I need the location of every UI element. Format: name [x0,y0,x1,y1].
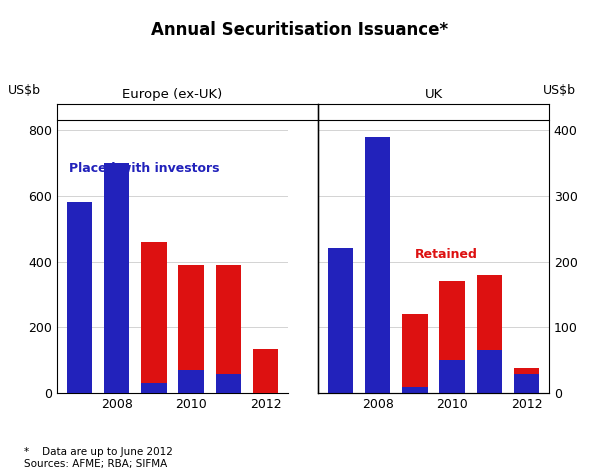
Bar [439,360,465,393]
Bar [365,137,390,393]
Bar [141,383,167,393]
Bar [514,374,539,393]
Bar [253,349,278,393]
Text: US$b: US$b [8,83,41,97]
Title: Europe (ex-UK): Europe (ex-UK) [122,88,223,101]
Bar [216,265,241,374]
Bar [477,350,502,393]
Bar [67,203,92,393]
Bar [178,370,204,393]
Text: Retained: Retained [415,249,478,261]
Bar [439,281,465,360]
Bar [328,249,353,393]
Bar [514,368,539,374]
Bar [216,374,241,393]
Bar [402,387,428,393]
Bar [402,314,428,387]
Text: Placed with investors: Placed with investors [68,162,219,175]
Bar [178,265,204,370]
Bar [477,275,502,350]
Bar [104,163,129,393]
Title: UK: UK [424,88,443,101]
Text: US$b: US$b [543,83,576,97]
Bar [141,242,167,383]
Text: Annual Securitisation Issuance*: Annual Securitisation Issuance* [151,21,449,39]
Text: *    Data are up to June 2012
Sources: AFME; RBA; SIFMA: * Data are up to June 2012 Sources: AFME… [24,447,173,469]
